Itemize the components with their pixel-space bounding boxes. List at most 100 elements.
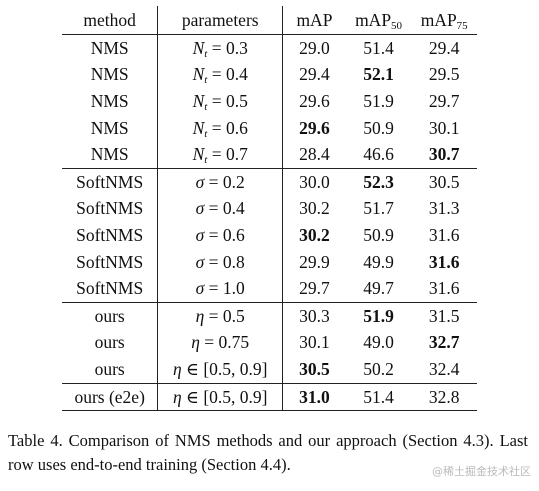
parameter-variable: σ (195, 171, 205, 192)
table-row: SoftNMS σ = 0.8 29.9 49.9 31.6 (62, 248, 477, 276)
parameter-value: = 0.4 (204, 198, 245, 219)
parameter-value: = 0.75 (199, 332, 250, 353)
parameter-value: ∈ [0.5, 0.9] (181, 358, 268, 379)
map75-value: 32.7 (428, 332, 460, 353)
map-cell: 29.7 (282, 275, 346, 303)
parameter-value: = 0.3 (207, 37, 248, 58)
parameter-value: = 0.4 (207, 64, 248, 85)
map-cell: 30.0 (283, 168, 346, 195)
header-map50: mAP50 (345, 6, 412, 35)
method-cell: SoftNMS (62, 222, 159, 249)
parameter-cell: σ = 0.2 (157, 168, 284, 196)
map-value: 29.0 (299, 37, 330, 58)
map-cell: 29.6 (283, 115, 346, 142)
map-cell: 29.0 (283, 35, 346, 62)
map50-cell: 51.7 (346, 196, 412, 223)
method-cell: ours (e2e) (62, 383, 159, 412)
map-cell: 29.4 (283, 62, 346, 89)
map50-value: 51.7 (363, 198, 394, 219)
map-value: 30.0 (299, 171, 330, 192)
parameter-cell: Nt = 0.5 (157, 88, 284, 115)
map-cell: 29.6 (283, 88, 346, 115)
method-cell: SoftNMS (62, 168, 159, 196)
parameter-cell: η = 0.75 (157, 329, 284, 357)
parameter-variable: N (192, 64, 205, 85)
map75-cell: 29.7 (411, 88, 477, 115)
map-value: 31.0 (299, 386, 330, 407)
map50-cell: 49.7 (345, 275, 412, 303)
map-value: 29.7 (299, 278, 330, 299)
map50-value: 52.3 (363, 171, 394, 192)
table-row: NMS Nt = 0.5 29.6 51.9 29.7 (62, 88, 477, 115)
map75-cell: 31.5 (411, 302, 477, 329)
parameter-cell: η ∈ [0.5, 0.9] (157, 356, 284, 384)
parameter-cell: σ = 0.4 (157, 195, 284, 223)
header-method: method (62, 6, 159, 35)
map50-value: 50.9 (363, 117, 394, 138)
parameter-subscript: t (204, 154, 208, 167)
parameter-variable: η (172, 386, 182, 407)
map-value: 28.4 (299, 144, 330, 165)
parameter-variable: σ (195, 278, 205, 299)
map-cell: 28.4 (282, 141, 346, 169)
parameter-value: = 0.5 (207, 90, 248, 111)
map-value: 29.9 (299, 251, 330, 272)
table-row: NMS Nt = 0.6 29.6 50.9 30.1 (62, 114, 477, 142)
parameter-subscript: t (204, 74, 208, 87)
table-row: SoftNMS σ = 1.0 29.7 49.7 31.6 (62, 275, 477, 303)
parameter-subscript: t (204, 100, 208, 113)
method-cell: ours (62, 302, 159, 330)
results-table-wrapper: method parameters mAP mAP50 mAP75 NMS Nt … (62, 6, 477, 412)
table-row: NMS Nt = 0.7 28.4 46.6 30.7 (62, 141, 477, 169)
parameter-cell: σ = 1.0 (157, 275, 284, 303)
map50-cell: 52.1 (346, 62, 412, 89)
map50-value: 46.6 (363, 144, 394, 165)
parameter-variable: η (195, 305, 205, 326)
map50-value: 51.4 (363, 37, 394, 58)
method-cell: NMS (62, 34, 159, 62)
header-map75-sub: 75 (456, 19, 468, 32)
parameter-variable: η (172, 358, 182, 379)
map75-cell: 32.8 (411, 383, 477, 412)
header-map50-sub: 50 (391, 19, 403, 32)
method-cell: SoftNMS (62, 275, 159, 303)
map75-cell: 30.5 (411, 168, 477, 195)
map50-value: 49.0 (363, 332, 394, 353)
map75-cell: 29.4 (411, 35, 477, 62)
parameter-cell: Nt = 0.6 (157, 114, 284, 142)
table-row: NMS Nt = 0.4 29.4 52.1 29.5 (62, 61, 477, 89)
map75-value: 31.6 (428, 224, 460, 245)
map-value: 29.6 (299, 90, 330, 111)
map75-cell: 32.4 (411, 356, 477, 384)
map75-cell: 31.6 (411, 275, 477, 303)
parameter-variable: σ (195, 251, 205, 272)
map50-value: 52.1 (363, 64, 394, 85)
map75-cell: 31.3 (411, 196, 477, 223)
header-map50-base: mAP (355, 9, 392, 30)
map-value: 30.2 (299, 224, 330, 245)
table-row: SoftNMS σ = 0.6 30.2 50.9 31.6 (62, 222, 477, 249)
map50-value: 49.9 (363, 251, 394, 272)
parameter-cell: σ = 0.8 (157, 248, 284, 276)
table-row: SoftNMS σ = 0.2 30.0 52.3 30.5 (62, 168, 477, 196)
map75-value: 30.5 (428, 171, 460, 192)
watermark: @稀土掘金技术社区 (432, 465, 531, 478)
map-cell: 29.9 (283, 249, 346, 276)
method-cell: NMS (62, 88, 159, 115)
map50-cell: 50.2 (345, 356, 412, 384)
table-row: SoftNMS σ = 0.4 30.2 51.7 31.3 (62, 195, 477, 223)
map50-cell: 50.9 (346, 222, 412, 249)
parameter-variable: σ (195, 198, 205, 219)
map75-cell: 29.5 (411, 62, 477, 89)
map-cell: 30.2 (283, 196, 346, 223)
map50-value: 49.7 (363, 278, 394, 299)
map50-cell: 52.3 (346, 168, 412, 195)
header-row: method parameters mAP mAP50 mAP75 (62, 6, 477, 35)
map-value: 30.3 (299, 305, 330, 326)
map75-value: 31.6 (428, 278, 460, 299)
map75-value: 31.6 (428, 251, 460, 272)
parameter-value: = 0.2 (204, 171, 245, 192)
header-map75-base: mAP (420, 9, 457, 30)
parameter-cell: Nt = 0.7 (157, 141, 284, 169)
map75-value: 30.1 (428, 117, 460, 138)
